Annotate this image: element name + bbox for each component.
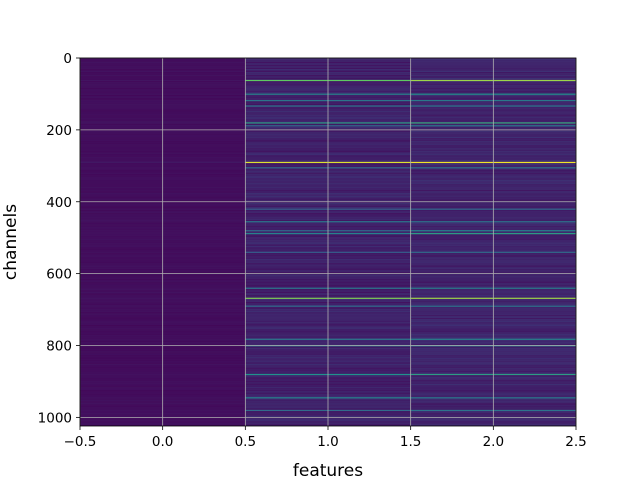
axis-ticks: −0.5 0.0 0.5 1.0 1.5 2.0 2.5 0 200 400 600 800 1000 (38, 51, 587, 450)
y-tick-label: 0 (63, 51, 72, 67)
y-tick-label: 800 (46, 339, 72, 355)
x-axis-label: features (293, 461, 363, 480)
x-tick-label: 1.0 (317, 434, 338, 450)
x-tick-label: 0.0 (152, 434, 173, 450)
x-tick-label: −0.5 (64, 434, 97, 450)
y-tick-label: 200 (46, 123, 72, 139)
x-tick-label: 2.5 (565, 434, 586, 450)
y-axis-label: channels (1, 204, 21, 280)
y-tick-label: 400 (46, 195, 72, 211)
y-tick-label: 1000 (38, 410, 72, 426)
y-tick-label: 600 (46, 267, 72, 283)
x-tick-label: 0.5 (235, 434, 256, 450)
x-tick-label: 1.5 (400, 434, 421, 450)
x-tick-label: 2.0 (483, 434, 504, 450)
